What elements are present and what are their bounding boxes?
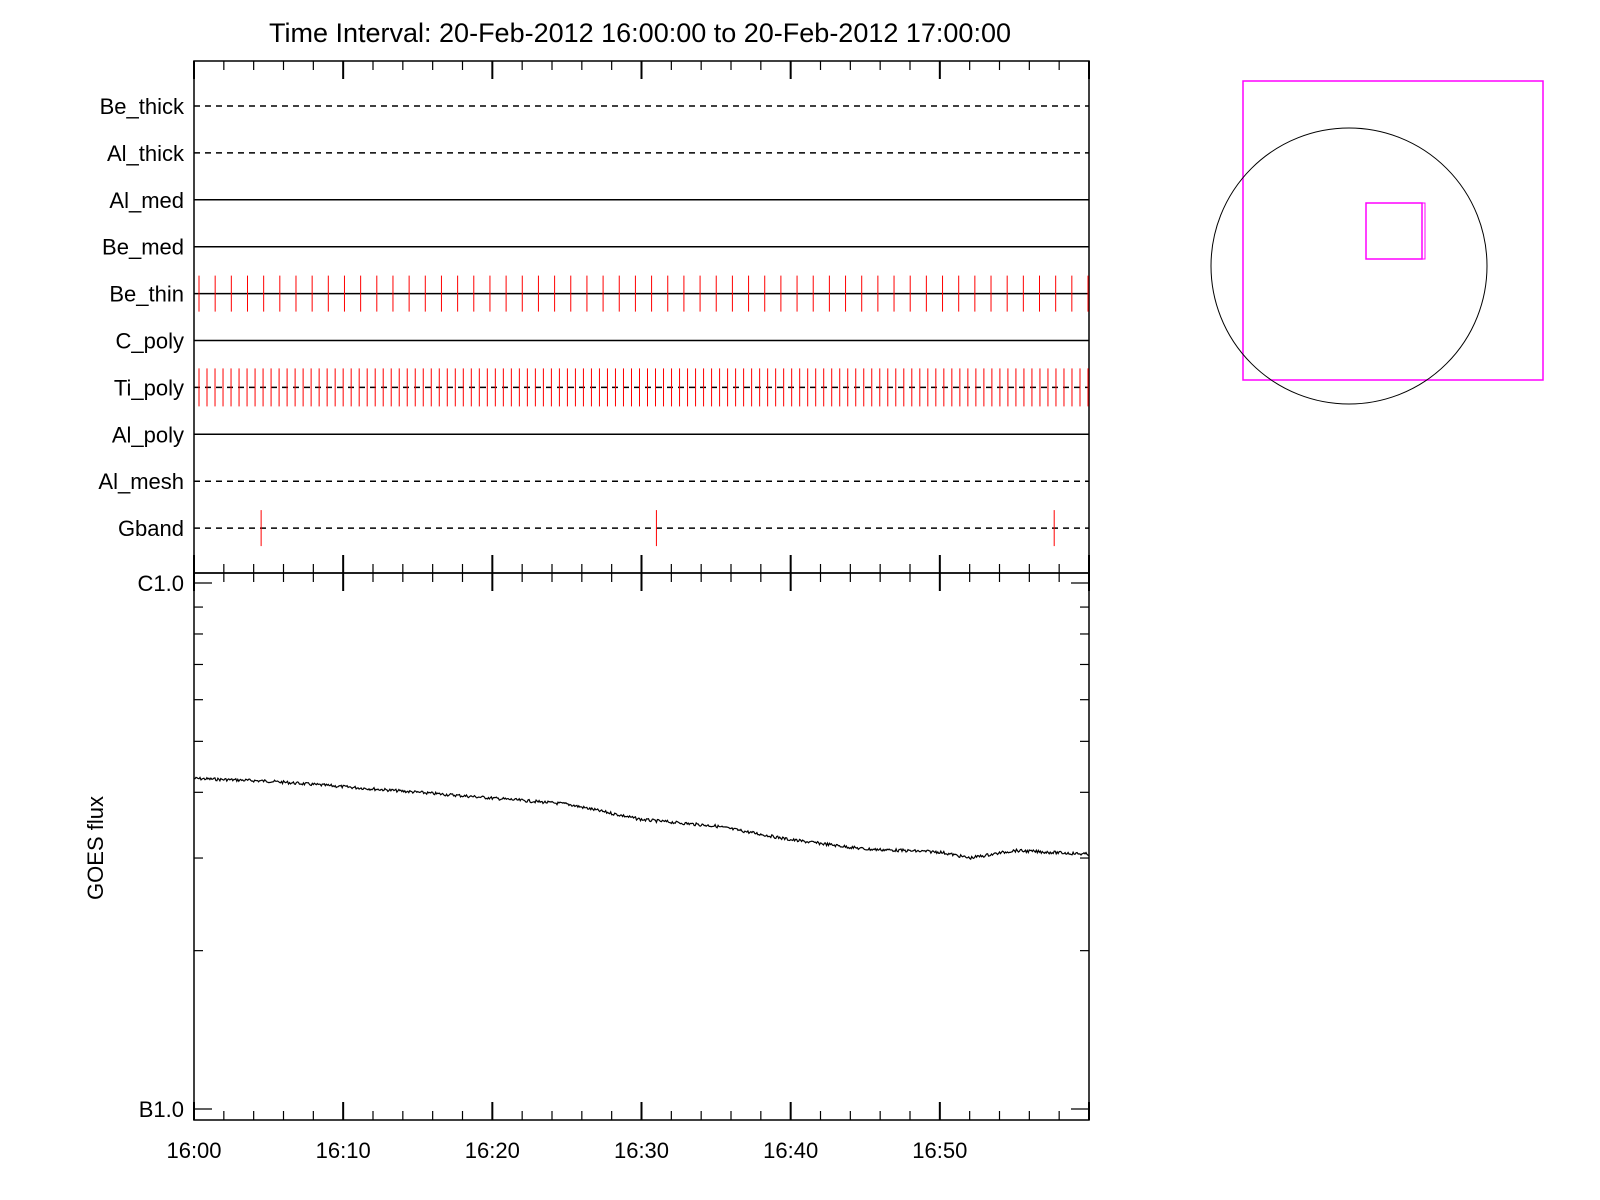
filter-label-c_poly: C_poly: [116, 329, 184, 354]
filter-label-be_thick: Be_thick: [100, 94, 185, 119]
filter-label-gband: Gband: [118, 516, 184, 541]
chart-title: Time Interval: 20-Feb-2012 16:00:00 to 2…: [269, 18, 1011, 48]
locator-outer-box: [1242, 80, 1544, 381]
y-axis-label: GOES flux: [83, 796, 108, 900]
locator-fov-box: [1365, 202, 1423, 260]
filter-panel: Be_thick Al_thick Al_med Be_med Be_thin C_pol…: [98, 61, 1090, 573]
filter-label-ti_poly: Ti_poly: [114, 375, 184, 400]
sun-locator: [1210, 80, 1544, 405]
filter-label-be_thin: Be_thin: [109, 282, 184, 307]
filter-panel-frame: [193, 60, 1090, 574]
filter-label-be_med: Be_med: [102, 235, 184, 260]
goes-panel: C1.0 B1.0 16:00 16:10 16:20 16:30 16:40 16:50: [138, 571, 1090, 1163]
goes-flux-series: [193, 776, 1090, 861]
filter-label-al_mesh: Al_mesh: [98, 469, 184, 494]
x-tick-label: 16:50: [912, 1138, 967, 1163]
filter-label-al_med: Al_med: [109, 188, 184, 213]
x-tick-label: 16:40: [763, 1138, 818, 1163]
solar-disk: [1210, 127, 1488, 405]
y-tick-label: B1.0: [139, 1097, 184, 1122]
filter-label-al_poly: Al_poly: [112, 422, 184, 447]
x-tick-label: 16:30: [614, 1138, 669, 1163]
goes-panel-frame: [193, 572, 1090, 1121]
y-tick-label: C1.0: [138, 571, 184, 596]
x-tick-label: 16:00: [166, 1138, 221, 1163]
filter-label-al_thick: Al_thick: [107, 141, 185, 166]
x-tick-label: 16:20: [465, 1138, 520, 1163]
locator-fov-box-2: [1365, 202, 1426, 260]
x-tick-label: 16:10: [316, 1138, 371, 1163]
